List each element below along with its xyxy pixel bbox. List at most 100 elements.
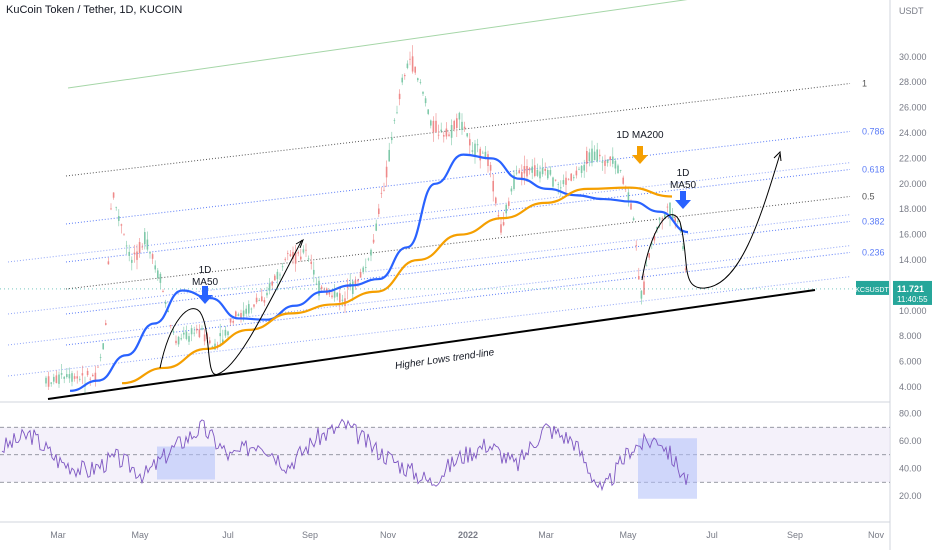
candle-body	[177, 336, 180, 345]
x-tick-label: Mar	[50, 530, 66, 540]
y-tick-label: 4.000	[899, 382, 922, 392]
candle-body	[86, 370, 89, 376]
ma200-label: 1D MA200	[616, 130, 664, 141]
candle-body	[534, 165, 536, 177]
candle-body	[328, 290, 331, 295]
candle-body	[437, 134, 440, 136]
candle-body	[341, 299, 344, 301]
fib-extra-line	[7, 276, 851, 377]
rsi-tick-label: 20.00	[899, 491, 922, 501]
fib-line-0-5	[65, 195, 851, 290]
ma200-arrow-head	[632, 155, 648, 164]
candle-body	[167, 310, 169, 313]
candle-body	[232, 321, 234, 323]
candle-body	[175, 340, 177, 344]
fib-channel: 1 0.786 0.618 0.5 0.382 0.236	[7, 0, 885, 377]
candle-body	[133, 252, 136, 255]
candle-body	[471, 150, 474, 152]
candle-body	[118, 216, 120, 221]
candle-body	[162, 291, 164, 293]
candle-body	[185, 331, 188, 339]
candle-body	[539, 171, 541, 179]
candle-body	[612, 156, 614, 164]
candle-body	[417, 78, 419, 81]
candle-body	[271, 281, 273, 286]
candle-body	[102, 343, 104, 350]
rsi-highlight-left	[157, 446, 215, 480]
candle-body	[287, 253, 289, 255]
candle-body	[320, 286, 323, 290]
candle-body	[463, 126, 466, 129]
x-tick-label: Sep	[787, 530, 803, 540]
candle-body	[484, 151, 487, 160]
ma50-label-right-2: MA50	[670, 180, 697, 191]
candle-body	[541, 167, 544, 175]
candle-body	[666, 206, 669, 208]
candle-body	[268, 283, 271, 291]
candle-body	[583, 164, 585, 171]
candle-body	[284, 258, 286, 260]
ma50-label-right: 1D	[677, 168, 690, 179]
candle-body	[521, 171, 523, 181]
candle-body	[632, 218, 635, 221]
candle-body	[487, 154, 489, 167]
trendline-label: Higher Lows trend-line	[394, 347, 495, 372]
candle-body	[474, 143, 476, 157]
y-tick-label: 24.000	[899, 128, 927, 138]
candle-body	[172, 330, 175, 333]
candle-body	[58, 374, 60, 384]
candle-body	[92, 374, 94, 377]
candle-body	[97, 366, 99, 368]
candle-body	[346, 286, 349, 288]
candle-body	[653, 235, 656, 241]
candle-body	[362, 267, 364, 272]
y-tick-label: 6.000	[899, 357, 922, 367]
candle-body	[547, 169, 549, 179]
candle-body	[359, 272, 362, 278]
candle-body	[515, 172, 518, 174]
candle-body	[414, 66, 416, 73]
ma50-arrow-right-head	[675, 200, 691, 209]
fib-label: 0.236	[862, 247, 885, 257]
candle-body	[333, 291, 336, 298]
candle-body	[617, 165, 619, 174]
candle-body	[609, 156, 611, 160]
candle-body	[250, 308, 253, 310]
x-tick-label: Nov	[380, 530, 397, 540]
candle-body	[557, 184, 559, 185]
candle-body	[352, 281, 354, 294]
candle-body	[406, 63, 409, 68]
candle-body	[336, 292, 338, 297]
candle-body	[622, 177, 624, 184]
candle-body	[526, 166, 528, 177]
candle-body	[365, 267, 367, 268]
candle-body	[648, 253, 650, 258]
candle-body	[266, 292, 268, 296]
candle-body	[528, 168, 531, 171]
projection-curve-right	[641, 153, 781, 289]
candle-body	[105, 323, 107, 325]
candle-body	[357, 279, 359, 282]
arrow-head	[773, 150, 782, 162]
candle-body	[508, 201, 510, 206]
ma50-arrow-left-head	[197, 295, 213, 304]
y-tick-label: 26.000	[899, 103, 927, 113]
fib-line-0-236	[65, 251, 851, 346]
candle-body	[53, 376, 55, 382]
candle-body	[255, 297, 258, 303]
ma50-arrow-right-shaft	[680, 191, 686, 201]
candle-body	[253, 304, 255, 307]
candle-body	[482, 152, 484, 154]
candle-body	[643, 281, 645, 295]
candle-body	[638, 276, 640, 280]
candle-body	[409, 58, 411, 60]
candle-body	[76, 376, 78, 379]
y-tick-label: 30.000	[899, 52, 927, 62]
fib-label: 0.786	[862, 126, 885, 136]
rsi-tick-label: 60.00	[899, 436, 922, 446]
candle-body	[430, 120, 432, 126]
candle-body	[513, 175, 515, 189]
y-tick-label: 14.000	[899, 255, 927, 265]
projection-curve-left	[159, 239, 303, 375]
